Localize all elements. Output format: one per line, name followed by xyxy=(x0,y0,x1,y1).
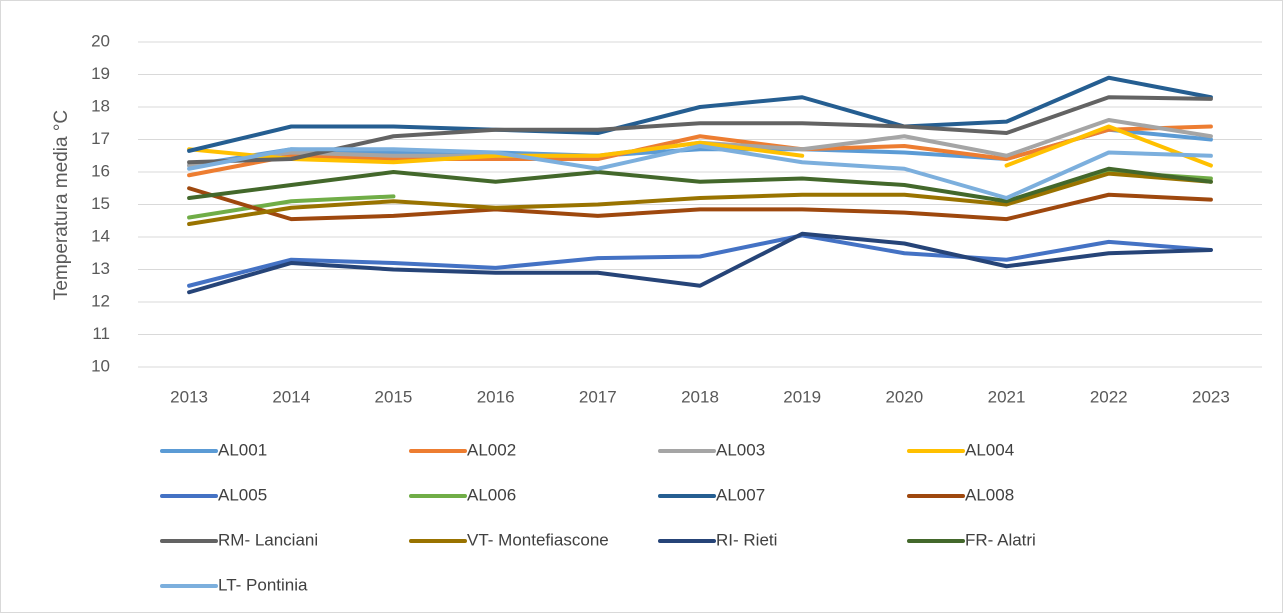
x-tick-label: 2013 xyxy=(170,387,208,406)
x-tick-label: 2014 xyxy=(272,387,310,406)
legend-label: AL007 xyxy=(716,485,765,504)
y-tick-label: 17 xyxy=(91,129,110,148)
y-tick-label: 15 xyxy=(91,194,110,213)
legend-label: RI- Rieti xyxy=(716,530,777,549)
y-tick-label: 13 xyxy=(91,259,110,278)
x-tick-label: 2018 xyxy=(681,387,719,406)
y-tick-label: 10 xyxy=(91,356,110,375)
y-tick-label: 11 xyxy=(92,324,110,343)
legend-label: LT- Pontinia xyxy=(218,575,308,594)
legend-label: AL003 xyxy=(716,440,765,459)
y-tick-label: 19 xyxy=(91,64,110,83)
legend-label: FR- Alatri xyxy=(965,530,1036,549)
series-line xyxy=(187,166,1213,204)
series-line xyxy=(187,75,1213,153)
y-tick-label: 20 xyxy=(91,31,110,50)
x-tick-label: 2020 xyxy=(885,387,923,406)
legend-label: AL001 xyxy=(218,440,267,459)
legend-label: AL006 xyxy=(467,485,516,504)
legend-label: RM- Lanciani xyxy=(218,530,318,549)
x-tick-label: 2021 xyxy=(988,387,1026,406)
legend-label: AL004 xyxy=(965,440,1014,459)
legend-label: AL002 xyxy=(467,440,516,459)
series-line xyxy=(187,124,1213,178)
y-tick-label: 14 xyxy=(91,226,110,245)
y-tick-label: 12 xyxy=(91,291,110,310)
y-axis-label: Temperatura media °C xyxy=(51,110,72,300)
y-tick-label: 16 xyxy=(91,161,110,180)
series-line xyxy=(187,171,1213,226)
x-tick-label: 2023 xyxy=(1192,387,1230,406)
series-line xyxy=(187,186,1213,222)
y-tick-label: 18 xyxy=(91,96,110,115)
series-line xyxy=(187,231,1213,295)
x-tick-label: 2022 xyxy=(1090,387,1128,406)
legend-label: AL008 xyxy=(965,485,1014,504)
series-line xyxy=(187,95,1213,165)
x-tick-label: 2019 xyxy=(783,387,821,406)
x-tick-label: 2015 xyxy=(375,387,413,406)
legend-label: VT- Montefiascone xyxy=(467,530,609,549)
series-line xyxy=(187,233,1213,288)
x-tick-label: 2017 xyxy=(579,387,617,406)
series-line xyxy=(187,144,1213,200)
x-tick-label: 2016 xyxy=(477,387,515,406)
legend-label: AL005 xyxy=(218,485,267,504)
